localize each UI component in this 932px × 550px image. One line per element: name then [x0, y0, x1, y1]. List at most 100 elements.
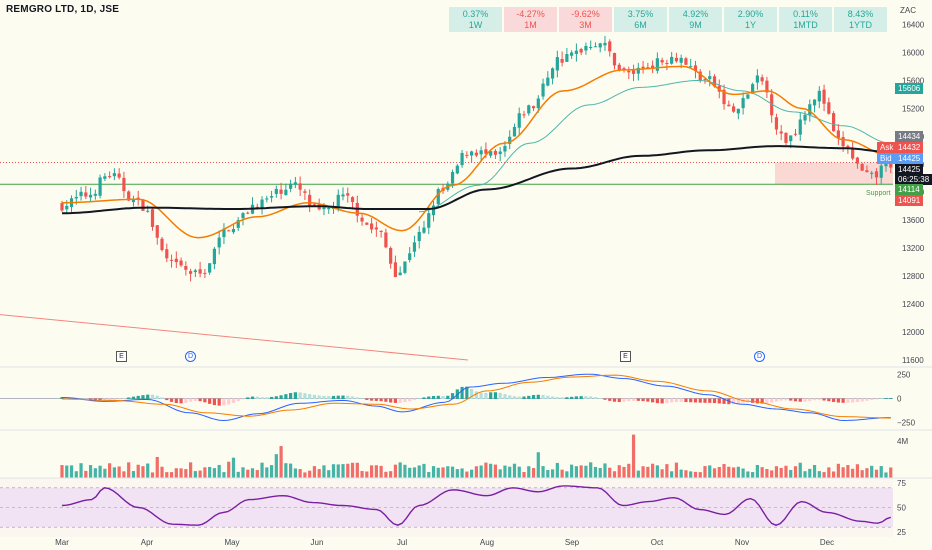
candle [770, 94, 774, 116]
macd-histogram-bar [408, 398, 412, 402]
candle [855, 157, 860, 164]
candle [84, 192, 88, 197]
volume-bar [384, 471, 388, 478]
candle [665, 62, 669, 65]
volume-bar [812, 465, 817, 478]
candle [450, 171, 455, 184]
macd-histogram-bar [365, 398, 369, 400]
dividend-icon[interactable]: D [185, 351, 196, 362]
volume-bar [79, 463, 83, 478]
volume-bar [360, 471, 364, 478]
volume-bar [60, 465, 64, 478]
volume-bar [760, 467, 764, 478]
candle [98, 177, 102, 196]
macd-histogram-bar [398, 398, 402, 403]
macd-histogram-bar [784, 398, 788, 401]
volume-bar [660, 469, 664, 478]
volume-bar [346, 463, 350, 478]
candle [289, 183, 293, 189]
candle [474, 152, 478, 156]
macd-histogram-bar [327, 396, 331, 399]
candle [851, 148, 855, 159]
macd-histogram-bar [622, 398, 626, 402]
candle [570, 52, 574, 56]
macd-histogram-bar [746, 398, 750, 403]
volume-bar [84, 470, 88, 478]
macd-histogram-bar [760, 398, 764, 404]
macd-histogram-bar [403, 398, 407, 403]
candle [565, 54, 569, 62]
macd-histogram-bar [679, 398, 683, 402]
candle [789, 135, 793, 142]
candle [612, 53, 617, 66]
candle [431, 205, 436, 216]
perf-cell[interactable]: 0.37% 1W [449, 7, 502, 32]
macd-histogram-bar [779, 398, 783, 401]
macd-histogram-bar [536, 394, 540, 399]
dividend-icon[interactable]: D [754, 351, 765, 362]
volume-bar [184, 469, 188, 478]
macd-histogram-bar [336, 395, 340, 399]
macd-histogram-bar [765, 398, 769, 404]
volume-bar [112, 467, 116, 478]
perf-cell[interactable]: 3.75% 6M [614, 7, 667, 32]
perf-cell[interactable]: -4.27% 1M [504, 7, 557, 32]
macd-histogram-bar [465, 386, 469, 399]
candle [227, 230, 231, 232]
macd-histogram-bar [770, 398, 774, 403]
candle [489, 151, 493, 156]
macd-histogram-bar [241, 398, 245, 400]
macd-histogram-bar [493, 392, 498, 399]
macd-histogram-bar [836, 398, 840, 403]
volume-bar [274, 454, 278, 478]
earnings-icon[interactable]: E [116, 351, 127, 362]
macd-histogram-bar [889, 398, 893, 399]
macd-histogram-bar [812, 398, 817, 401]
volume-bar [627, 463, 631, 478]
candle [550, 68, 555, 79]
volume-bar [303, 472, 307, 478]
volume-bar [93, 468, 97, 478]
macd-histogram-bar [212, 398, 217, 406]
macd-histogram-bar [470, 388, 474, 399]
macd-histogram-bar [184, 398, 188, 403]
macd-histogram-bar [231, 398, 236, 403]
macd-histogram-bar [131, 396, 136, 399]
candle [150, 209, 155, 227]
volume-bar [546, 470, 550, 478]
volume-bar [622, 466, 626, 478]
volume-bar [398, 462, 402, 478]
earnings-icon[interactable]: E [620, 351, 631, 362]
volume-bar [269, 465, 274, 478]
volume-bar [417, 465, 421, 478]
candle [736, 108, 740, 114]
volume-bar [565, 471, 569, 478]
perf-cell[interactable]: 0.11% 1MTD [779, 7, 832, 32]
volume-bar [774, 466, 779, 478]
price-tick-label: 15600 [902, 76, 925, 85]
volume-bar [598, 468, 602, 478]
perf-cell[interactable]: 8.43% 1YTD [834, 7, 887, 32]
volume-bar [103, 468, 107, 478]
macd-histogram-bar [346, 395, 350, 399]
candle [808, 104, 812, 116]
candle [165, 249, 169, 259]
macd-histogram-bar [674, 398, 679, 403]
candle [584, 46, 588, 51]
perf-cell[interactable]: 4.92% 9M [669, 7, 722, 32]
candle [350, 197, 355, 202]
volume-bar [651, 463, 655, 478]
macd-histogram-bar [227, 398, 231, 405]
candle [536, 98, 540, 109]
macd-histogram-bar [550, 396, 555, 399]
x-tick-label: Nov [735, 538, 749, 547]
candle [484, 149, 488, 154]
perf-cell[interactable]: 2.90% 1Y [724, 7, 777, 32]
volume-bar [674, 462, 679, 478]
volume-bar [841, 467, 845, 478]
perf-cell[interactable]: -9.62% 3M [559, 7, 612, 32]
candle [798, 119, 802, 135]
candle [841, 137, 845, 147]
volume-bar [265, 467, 269, 478]
volume-bar [779, 467, 783, 478]
